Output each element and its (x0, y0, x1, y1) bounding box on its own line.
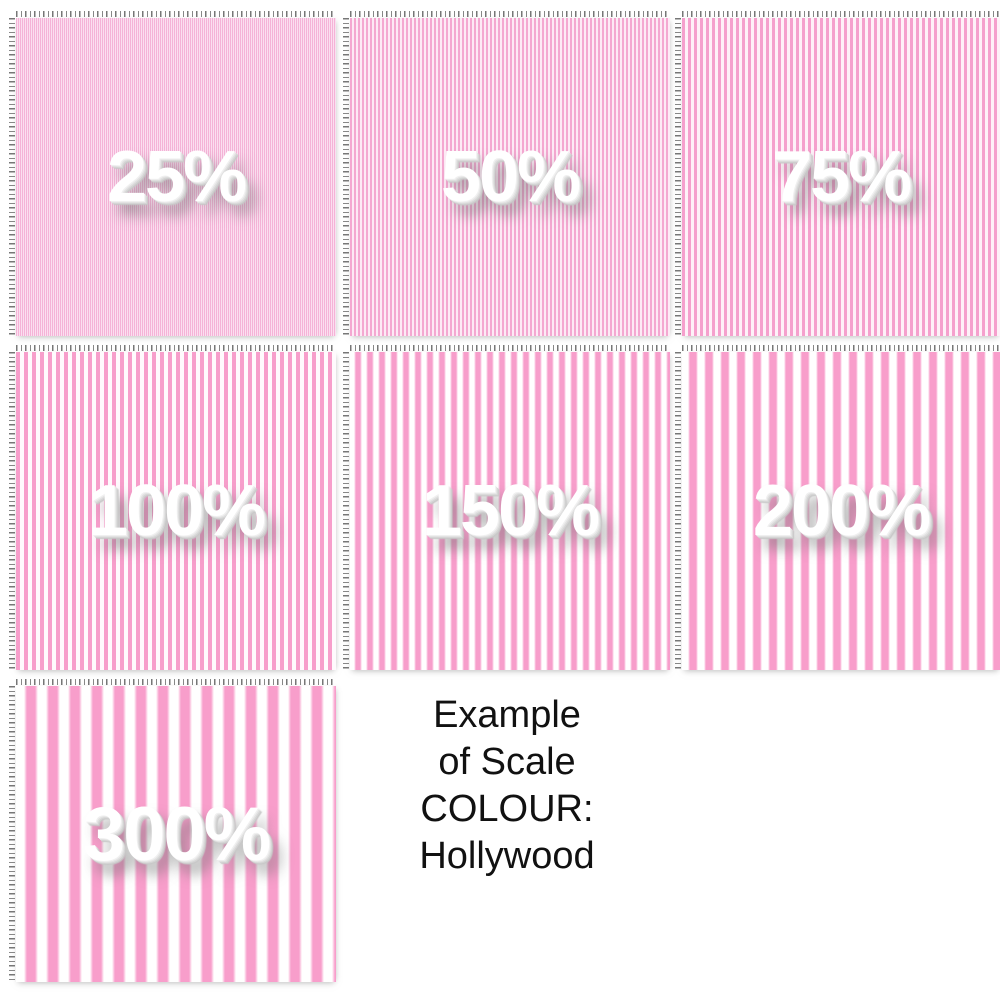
fabric-swatch-300: 300% (16, 686, 336, 982)
swatch-50: 50% (342, 10, 670, 336)
ruler-ticks-top-icon (16, 679, 336, 685)
scale-label-300: 300% (82, 791, 271, 877)
ruler-ticks-top-icon (350, 11, 670, 17)
ruler-ticks-left-icon (675, 352, 681, 670)
ruler-ticks-left-icon (675, 18, 681, 336)
ruler-ticks-top-icon (16, 11, 336, 17)
fabric-swatch-50: 50% (350, 18, 670, 336)
swatch-150: 150% (342, 344, 670, 670)
fabric-swatch-25: 25% (16, 18, 336, 336)
scale-label-200: 200% (752, 471, 931, 551)
caption-line: COLOUR: (420, 788, 594, 830)
swatch-75: 75% (674, 10, 1000, 336)
ruler-ticks-left-icon (343, 352, 349, 670)
ruler-ticks-top-icon (16, 345, 336, 351)
scale-label-75: 75% (771, 137, 912, 217)
ruler-ticks-left-icon (9, 352, 15, 670)
caption-line: Hollywood (419, 835, 595, 877)
caption-line: Example (433, 694, 581, 736)
swatch-25: 25% (8, 10, 336, 336)
scale-label-25: 25% (106, 137, 247, 217)
fabric-swatch-100: 100% (16, 352, 336, 670)
ruler-ticks-left-icon (343, 18, 349, 336)
swatch-300: 300% (8, 678, 336, 982)
fabric-swatch-150: 150% (350, 352, 670, 670)
swatch-200: 200% (674, 344, 1000, 670)
scale-label-50: 50% (440, 137, 581, 217)
ruler-ticks-top-icon (350, 345, 670, 351)
ruler-ticks-left-icon (9, 686, 15, 982)
ruler-ticks-left-icon (9, 18, 15, 336)
caption-line: of Scale (438, 741, 576, 783)
ruler-ticks-top-icon (682, 11, 1000, 17)
scale-label-150: 150% (421, 471, 600, 551)
fabric-swatch-75: 75% (682, 18, 1000, 336)
swatch-100: 100% (8, 344, 336, 670)
caption: Example of Scale COLOUR: Hollywood (342, 692, 672, 880)
ruler-ticks-top-icon (682, 345, 1000, 351)
fabric-swatch-200: 200% (682, 352, 1000, 670)
scale-label-100: 100% (87, 471, 266, 551)
